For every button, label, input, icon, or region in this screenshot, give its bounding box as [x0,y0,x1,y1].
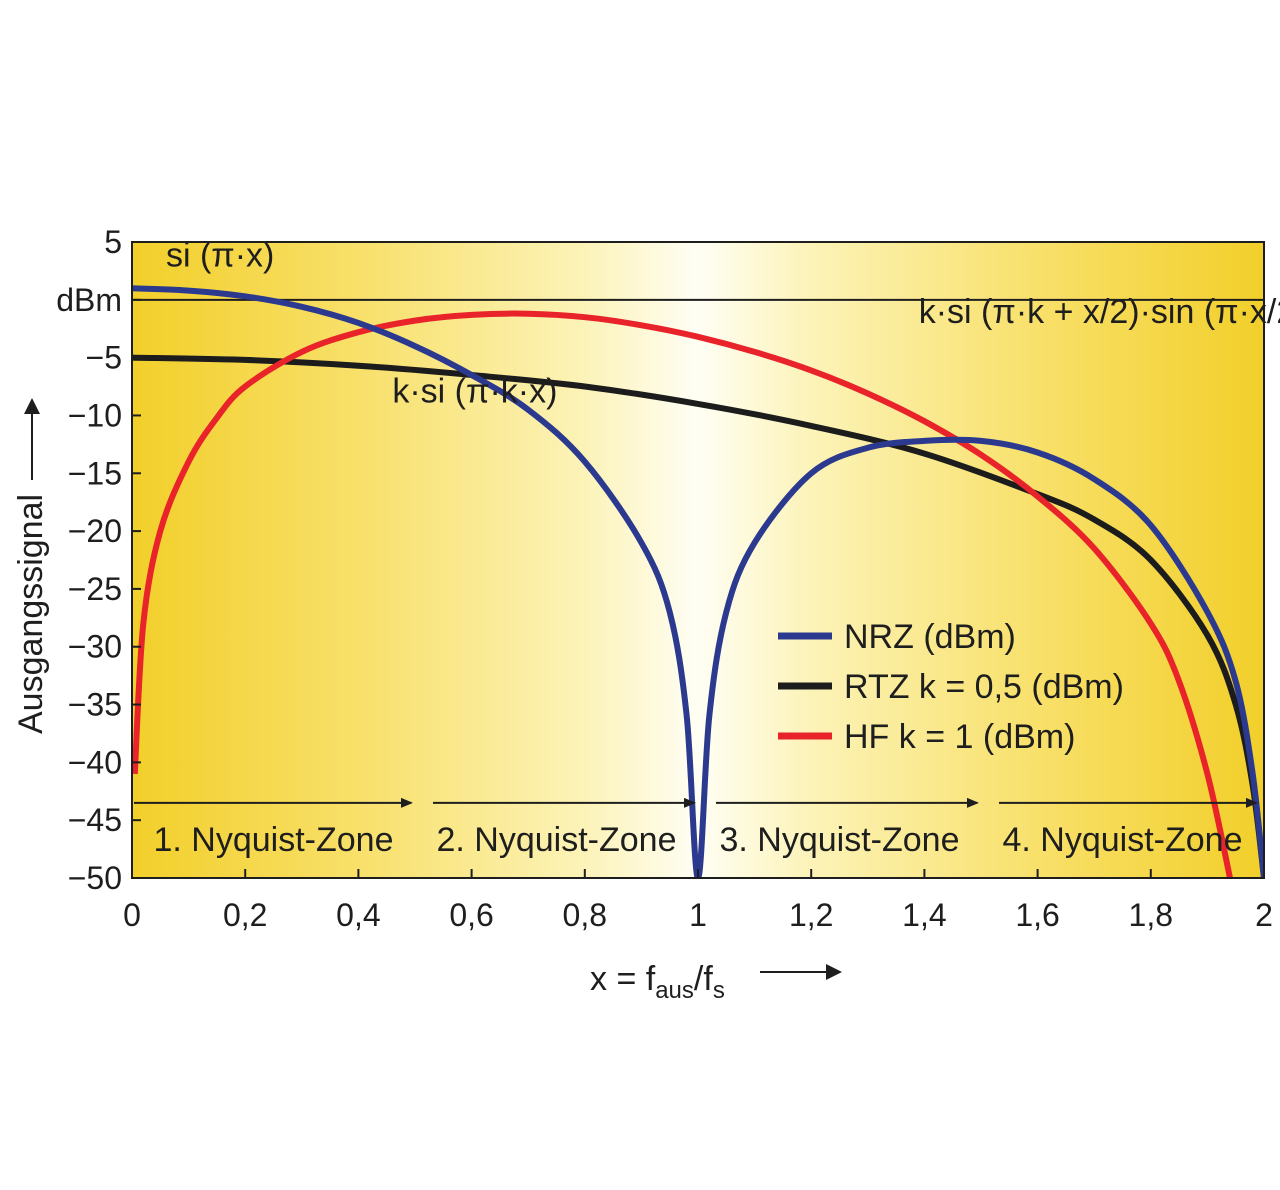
legend-label-1: RTZ k = 0,5 (dBm) [844,668,1124,706]
y-tick-label: −45 [68,802,122,838]
x-axis-ticks: 0 0,2 0,4 0,6 0,8 1 1,2 1,4 1,6 1,8 2 [123,869,1273,933]
nyquist-zone-group: 1. Nyquist-Zone 2. Nyquist-Zone 3. Nyquist… [134,797,1258,859]
x-tick-label: 1,2 [789,897,833,933]
x-tick-label: 1 [689,897,707,933]
y-tick-label: −30 [68,629,122,665]
y-axis-label: Ausgangssignal [12,494,50,734]
curve-annotation-1: k·si (π·k·x) [392,373,557,411]
nyquist-zone-label-3: 3. Nyquist-Zone [720,821,960,859]
y-tick-label: −20 [68,513,122,549]
curve-annotation-0: si (π·x) [166,236,274,274]
x-tick-label: 2 [1255,897,1273,933]
y-tick-label: −40 [68,744,122,780]
y-tick-label: −35 [68,687,122,723]
legend: NRZ (dBm) RTZ k = 0,5 (dBm) HF k = 1 (dBm) [778,618,1124,756]
y-tick-label: −15 [68,455,122,491]
x-tick-label: 1,8 [1129,897,1173,933]
series-group [132,285,1264,878]
series-line-2 [132,310,1233,878]
x-tick-label: 0,8 [563,897,607,933]
x-tick-label: 0 [123,897,141,933]
x-tick-label: 1,4 [902,897,946,933]
y-tick-label: dBm [56,282,122,318]
legend-label-0: NRZ (dBm) [844,618,1016,656]
x-tick-label: 0,2 [223,897,267,933]
x-tick-label: 1,6 [1015,897,1059,933]
y-tick-label: −25 [68,571,122,607]
nyquist-zone-label-2: 2. Nyquist-Zone [437,821,677,859]
y-tick-label: 5 [104,224,122,260]
plot-background [132,242,1264,878]
x-tick-label: 0,4 [336,897,380,933]
y-tick-label: −10 [68,397,122,433]
x-axis-label: x = faus/fs [590,960,725,1004]
nyquist-zone-label-4: 4. Nyquist-Zone [1003,821,1243,859]
nyquist-zone-label-1: 1. Nyquist-Zone [154,821,394,859]
annotation-group: si (π·x) k·si (π·k·x) k·si (π·k + x/2)·sin… [166,236,1280,410]
y-axis-ticks: 5 dBm −5 −10 −15 −20 −25 −30 −35 −40 −45 −50 [56,224,141,896]
curve-annotation-2: k·si (π·k + x/2)·sin (π·x/2) [919,293,1280,331]
x-axis-arrow [760,964,842,980]
series-line-0 [132,285,1264,878]
y-tick-label: −50 [68,860,122,896]
y-axis-arrow [24,398,40,480]
x-tick-label: 0,6 [449,897,493,933]
legend-label-2: HF k = 1 (dBm) [844,718,1075,756]
y-tick-label: −5 [86,340,122,376]
